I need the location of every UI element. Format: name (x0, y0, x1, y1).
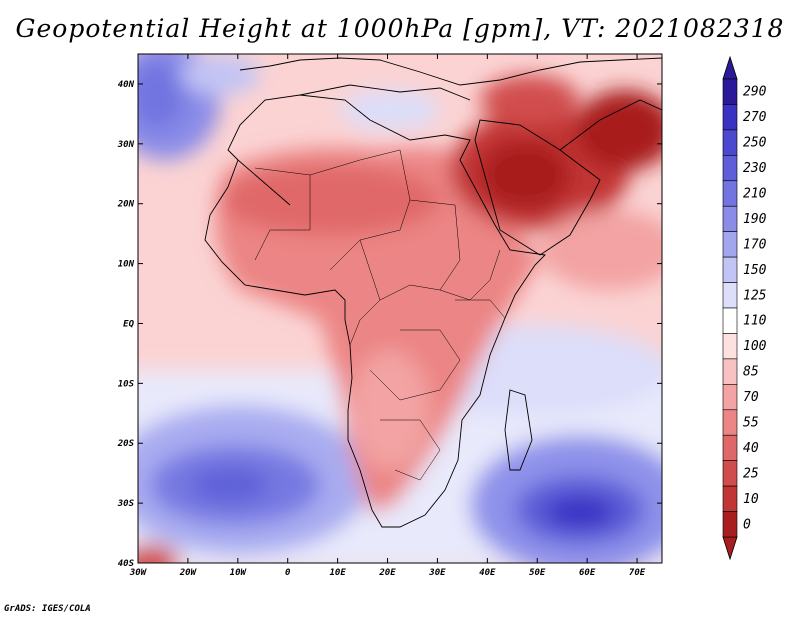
lon-label: 20E (378, 568, 396, 578)
colorbar-segment (722, 358, 738, 385)
lon-label: 10E (329, 568, 346, 578)
colorbar-label: 55 (743, 416, 759, 431)
lat-label: 10S (118, 379, 135, 389)
colorbar-segment (722, 307, 738, 334)
lon-label: 40E (479, 568, 496, 578)
colorbar-segment (722, 460, 738, 487)
colorbar-segment (722, 104, 738, 131)
lat-label: 30N (117, 140, 135, 150)
lon-label: 30W (129, 568, 148, 578)
colorbar-segment (722, 129, 738, 156)
colorbar-label: 0 (743, 517, 751, 532)
colorbar-segment (722, 282, 738, 309)
colorbar-label: 85 (743, 365, 759, 380)
colorbar-label: 170 (743, 237, 767, 252)
colorbar-label: 230 (743, 161, 767, 176)
height-field (138, 54, 662, 563)
colorbar-segment (722, 180, 738, 207)
colorbar: 2902702502302101901701501251101008570554… (722, 55, 767, 561)
colorbar-segment (722, 78, 738, 105)
colorbar-label: 290 (743, 85, 767, 100)
colorbar-label: 125 (743, 288, 767, 303)
lat-label: 40N (118, 80, 135, 90)
lat-label: EQ (123, 319, 134, 329)
lon-label: 0 (285, 568, 291, 578)
colorbar-label: 250 (743, 136, 767, 151)
iran-low (575, 90, 662, 170)
lat-label: 30S (117, 499, 135, 509)
colorbar-segment (722, 231, 738, 258)
colorbar-bottom-arrow (722, 536, 738, 561)
map-frame (137, 53, 663, 564)
southwest-corner-low (138, 544, 180, 563)
colorbar-label: 70 (743, 390, 759, 405)
colorbar-label: 210 (743, 187, 767, 202)
lon-label: 60E (579, 568, 596, 578)
colorbar-label: 190 (743, 212, 767, 227)
colorbar-label: 150 (743, 263, 767, 278)
colorbar-segment (722, 384, 738, 411)
lat-label: 40S (118, 559, 135, 569)
colorbar-segment (722, 256, 738, 283)
lon-label: 10W (230, 568, 248, 578)
colorbar-label: 110 (743, 314, 767, 329)
lon-label: 50E (529, 568, 546, 578)
map-title: Geopotential Height at 1000hPa [gpm], VT… (15, 14, 785, 43)
lat-label: 20N (117, 200, 135, 210)
colorbar-label: 40 (743, 441, 759, 456)
colorbar-segment (722, 434, 738, 461)
colorbar-top-arrow (722, 55, 738, 80)
colorbar-segment (722, 485, 738, 512)
saharan-heat-low (220, 165, 440, 235)
axis-labels: 30W 20W 10W 0 10E 20E 30E 40E 50E 60E 70E 40N 30N 20N… (117, 80, 646, 578)
coastlines (204, 57, 662, 528)
lon-label: 30E (428, 568, 446, 578)
lon-label: 20W (179, 568, 198, 578)
grads-credit: GrADS: IGES/COLA (4, 604, 91, 614)
lat-label: 20S (117, 439, 135, 449)
country-borders (254, 149, 506, 481)
colorbar-segment (722, 155, 738, 182)
lon-label: 70E (629, 568, 646, 578)
colorbar-label: 10 (743, 492, 759, 507)
colorbar-label: 100 (743, 339, 767, 354)
colorbar-label: 25 (743, 466, 759, 481)
colorbar-segment (722, 333, 738, 360)
colorbar-segment (722, 409, 738, 436)
axis-ticks (137, 54, 662, 564)
colorbar-segment (722, 511, 738, 538)
lat-label: 10N (118, 260, 135, 270)
colorbar-segment (722, 205, 738, 232)
colorbar-label: 270 (743, 110, 767, 125)
